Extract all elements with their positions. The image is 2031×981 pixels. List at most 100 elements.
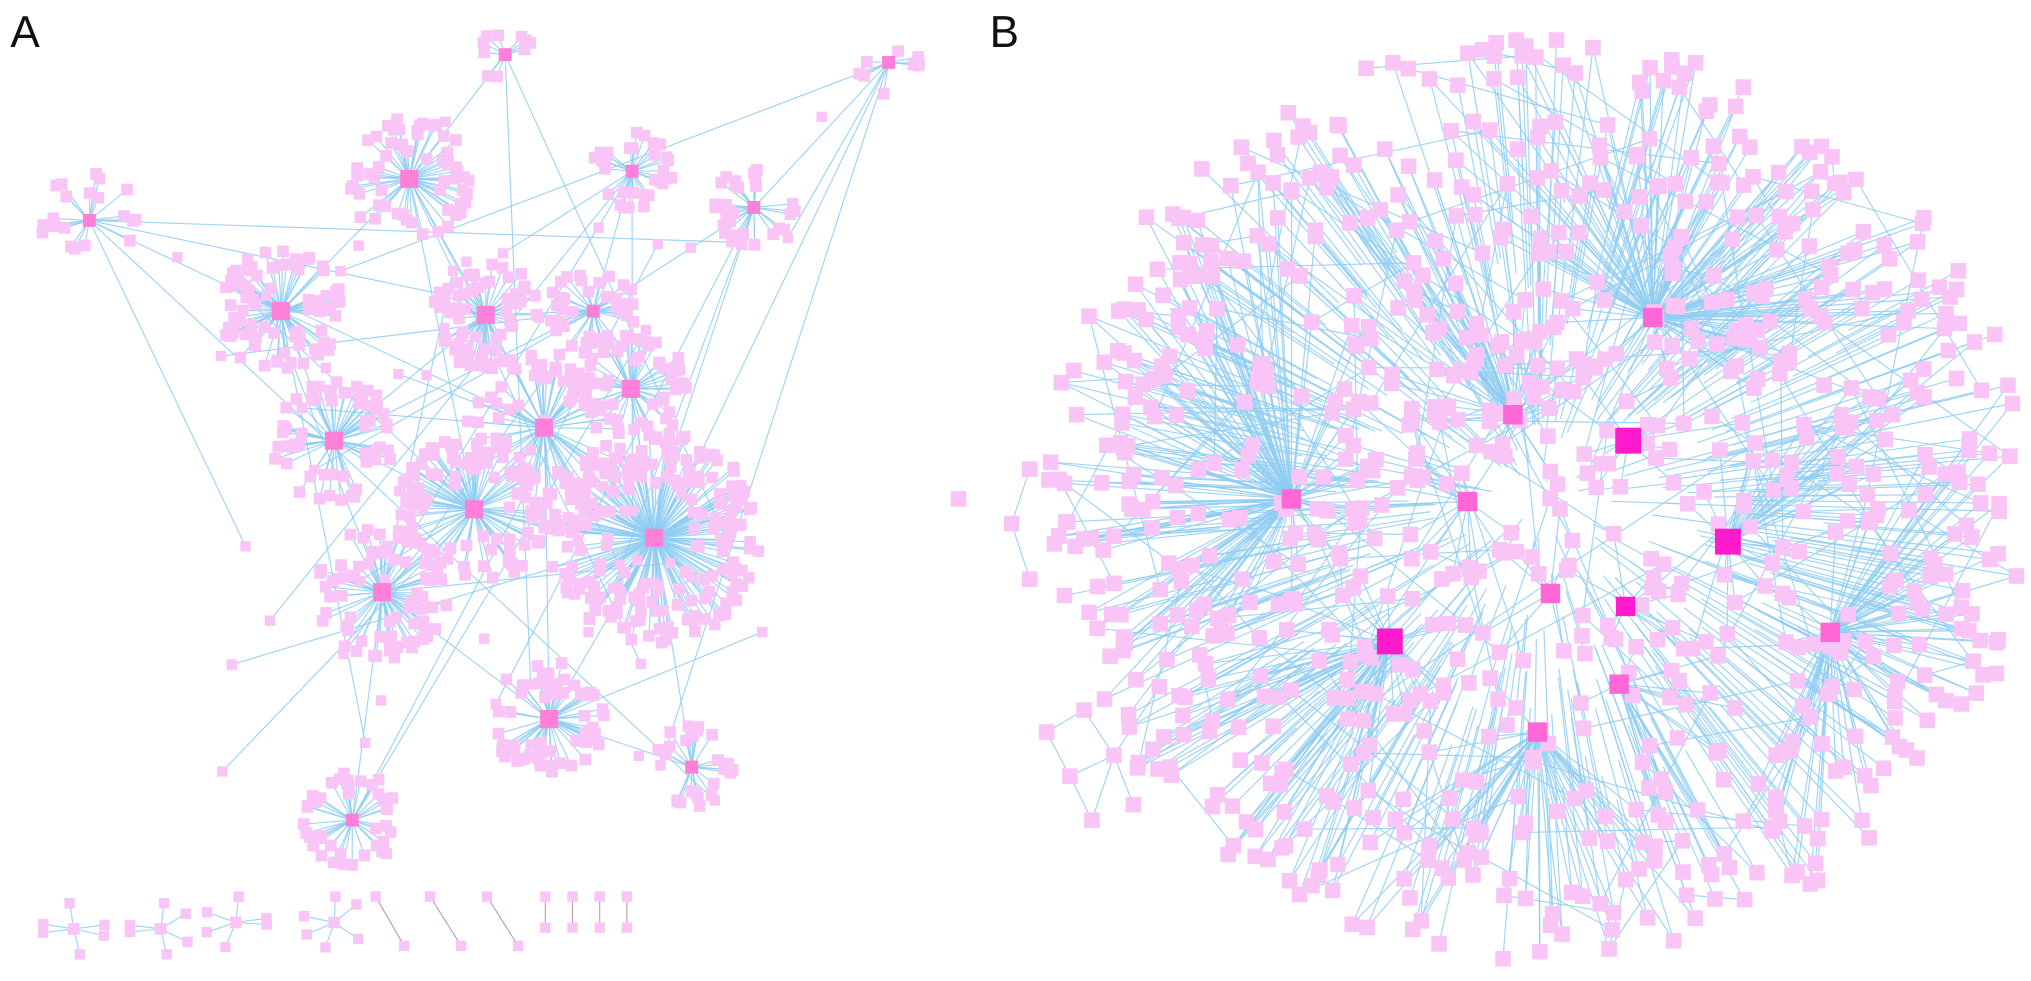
node bbox=[1447, 275, 1464, 292]
node bbox=[298, 910, 310, 922]
node bbox=[220, 941, 231, 953]
node bbox=[580, 399, 592, 412]
node bbox=[1282, 530, 1299, 547]
node bbox=[662, 448, 675, 461]
node bbox=[369, 444, 382, 456]
node bbox=[1283, 682, 1299, 698]
node bbox=[1482, 122, 1498, 138]
edge bbox=[1111, 557, 1321, 615]
node bbox=[618, 201, 630, 214]
node bbox=[1003, 515, 1020, 532]
node bbox=[508, 566, 521, 578]
node bbox=[601, 290, 613, 303]
node bbox=[485, 391, 497, 404]
node bbox=[1210, 610, 1226, 627]
node bbox=[1664, 337, 1680, 354]
node bbox=[50, 179, 63, 192]
node bbox=[594, 564, 606, 577]
node bbox=[1582, 175, 1598, 191]
node bbox=[1762, 313, 1778, 330]
node bbox=[786, 197, 799, 210]
node bbox=[716, 545, 729, 557]
node bbox=[1203, 253, 1219, 270]
node bbox=[1845, 281, 1861, 298]
node bbox=[362, 400, 375, 412]
node bbox=[99, 919, 110, 930]
node bbox=[292, 263, 305, 276]
node bbox=[1931, 279, 1948, 295]
edge bbox=[1586, 156, 1638, 329]
node bbox=[1734, 415, 1751, 431]
node bbox=[429, 623, 442, 635]
edge bbox=[1490, 301, 1712, 453]
node bbox=[689, 625, 701, 638]
node bbox=[1880, 327, 1897, 343]
node bbox=[660, 412, 672, 425]
node bbox=[1105, 528, 1122, 544]
edge bbox=[1061, 382, 1292, 500]
node bbox=[593, 222, 604, 233]
edge bbox=[352, 178, 410, 187]
edge bbox=[1309, 177, 1407, 314]
node bbox=[490, 698, 502, 710]
node bbox=[1655, 72, 1672, 89]
node bbox=[1435, 677, 1452, 694]
node bbox=[1279, 622, 1295, 638]
node bbox=[1326, 690, 1343, 706]
node bbox=[1402, 692, 1418, 709]
node bbox=[714, 488, 726, 500]
node bbox=[722, 537, 733, 548]
node bbox=[1530, 129, 1546, 146]
node bbox=[297, 357, 310, 370]
edge bbox=[1689, 310, 1909, 360]
node bbox=[382, 444, 395, 457]
node bbox=[1727, 594, 1743, 611]
edge bbox=[1353, 641, 1391, 809]
node bbox=[666, 439, 678, 451]
node bbox=[525, 739, 538, 751]
node bbox=[664, 461, 677, 474]
node bbox=[678, 430, 691, 443]
node bbox=[453, 356, 466, 369]
node bbox=[388, 651, 401, 664]
node bbox=[1642, 60, 1658, 76]
node bbox=[1951, 315, 1967, 332]
edge bbox=[1830, 612, 1899, 633]
edge bbox=[1525, 45, 1532, 241]
node bbox=[1321, 621, 1337, 638]
node bbox=[481, 70, 494, 82]
node bbox=[424, 891, 436, 902]
node bbox=[720, 198, 732, 211]
node bbox=[1721, 859, 1738, 876]
node bbox=[1532, 230, 1549, 247]
node bbox=[722, 757, 734, 770]
node bbox=[1325, 794, 1341, 811]
node bbox=[245, 319, 257, 332]
node bbox=[1865, 466, 1882, 482]
node bbox=[1522, 374, 1538, 391]
node bbox=[353, 933, 364, 945]
node bbox=[1900, 303, 1916, 319]
edge bbox=[1217, 498, 1292, 619]
node bbox=[118, 210, 130, 222]
node bbox=[1204, 798, 1221, 815]
node bbox=[1121, 496, 1137, 512]
node bbox=[1181, 255, 1198, 272]
node bbox=[38, 918, 49, 930]
node bbox=[724, 766, 737, 779]
edge bbox=[1420, 642, 1453, 695]
node bbox=[1290, 556, 1306, 573]
node bbox=[693, 800, 706, 812]
node bbox=[393, 525, 405, 537]
node bbox=[315, 830, 327, 842]
node bbox=[338, 386, 351, 399]
edge bbox=[1474, 214, 1499, 318]
node bbox=[258, 321, 271, 334]
node bbox=[1401, 417, 1418, 433]
node bbox=[1344, 501, 1361, 517]
node bbox=[375, 184, 388, 197]
node bbox=[309, 464, 320, 475]
node bbox=[1778, 634, 1794, 650]
node bbox=[568, 679, 581, 692]
node bbox=[1802, 300, 1819, 317]
